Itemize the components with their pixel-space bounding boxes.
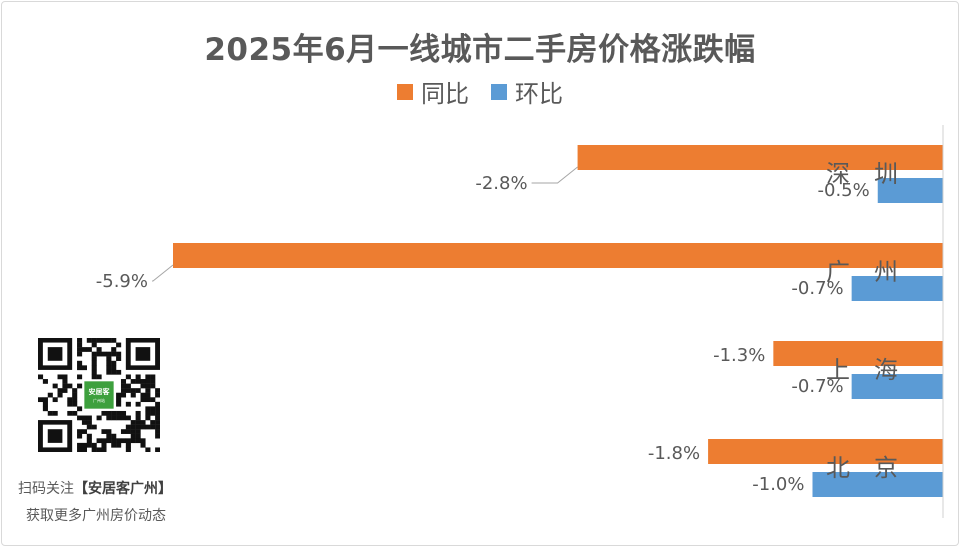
bar-yoy-3 xyxy=(708,439,943,464)
qr-logo-text: 安居客 xyxy=(89,387,111,396)
data-label-yoy-2: -1.3% xyxy=(713,345,765,366)
legend-swatch-yoy xyxy=(397,83,413,100)
leader-line-1 xyxy=(152,264,174,282)
bar-mom-1 xyxy=(851,276,943,301)
footer-more-text: 获取更多广州房价动态 xyxy=(26,508,166,524)
qr-logo xyxy=(84,381,114,409)
legend: 同比 环比 xyxy=(0,74,960,109)
category-label-3: 北 京 xyxy=(826,454,898,482)
qr-logo-subtext: 广州站 xyxy=(93,397,105,403)
data-label-mom-1: -0.7% xyxy=(791,278,843,299)
data-label-yoy-1: -5.9% xyxy=(96,271,148,292)
bar-yoy-1 xyxy=(173,243,943,268)
bar-mom-3 xyxy=(812,472,943,497)
data-label-mom-2: -0.7% xyxy=(791,376,843,397)
bar-mom-0 xyxy=(877,178,943,203)
footer-follow-text: 扫码关注【安居客广州】 xyxy=(18,478,172,498)
data-label-mom-0: -0.5% xyxy=(818,180,870,201)
leader-line-0 xyxy=(531,166,578,184)
category-label-1: 广 州 xyxy=(826,258,898,286)
data-label-yoy-3: -1.8% xyxy=(648,443,700,464)
data-label-mom-3: -1.0% xyxy=(752,474,804,495)
legend-label-yoy: 同比 xyxy=(421,80,469,108)
legend-item-mom: 环比 xyxy=(491,74,563,109)
chart-title: 2025年6月一线城市二手房价格涨跌幅 xyxy=(204,32,756,68)
bar-yoy-2 xyxy=(773,341,943,366)
data-label-yoy-0: -2.8% xyxy=(475,173,527,194)
legend-label-mom: 环比 xyxy=(515,80,563,108)
bar-yoy-0 xyxy=(577,145,943,170)
category-label-0: 深 圳 xyxy=(826,160,898,188)
legend-swatch-mom xyxy=(491,83,507,100)
legend-item-yoy: 同比 xyxy=(397,74,469,109)
footer-follow-brand: 【安居客广州】 xyxy=(74,481,172,497)
category-label-2: 上 海 xyxy=(826,356,898,384)
footer-follow-prefix: 扫码关注 xyxy=(18,481,74,497)
bar-mom-2 xyxy=(851,374,943,399)
